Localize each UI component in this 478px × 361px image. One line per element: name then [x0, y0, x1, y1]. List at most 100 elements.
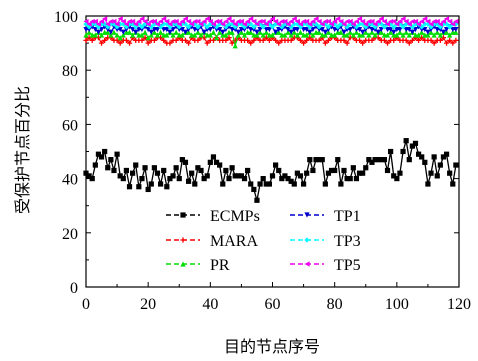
data-point-ecmps — [282, 173, 288, 179]
data-point-tp5 — [297, 21, 304, 27]
data-point-ecmps — [406, 157, 412, 163]
data-point-pr — [130, 32, 136, 38]
data-point-pr — [257, 29, 263, 35]
data-point-tp1 — [241, 26, 248, 33]
data-point-ecmps — [195, 165, 201, 171]
axis-ticks: 0 20 40 60 80 100 120 0 20 40 60 80 100 — [54, 9, 471, 313]
data-point-tp5 — [151, 18, 157, 25]
legend-item-tp3: TP3 — [290, 233, 361, 250]
data-point-pr — [98, 32, 105, 38]
data-point-tp1 — [363, 26, 369, 33]
data-point-tp5 — [123, 21, 130, 27]
data-point-tp3 — [437, 24, 443, 30]
data-point-tp5 — [257, 18, 263, 25]
data-point-ecmps — [120, 176, 126, 182]
data-point-pr — [210, 29, 217, 35]
data-point-mara — [304, 37, 310, 43]
data-point-pr — [142, 29, 148, 35]
y-tick-label: 80 — [62, 63, 78, 80]
data-point-ecmps — [319, 157, 325, 163]
data-point-ecmps — [123, 167, 130, 174]
data-point-pr — [294, 32, 300, 38]
data-point-ecmps — [419, 154, 425, 160]
data-point-tp1 — [307, 29, 313, 35]
data-point-tp5 — [86, 21, 92, 27]
data-point-pr — [276, 29, 282, 35]
data-point-mara — [161, 37, 167, 43]
data-point-pr — [378, 29, 384, 35]
data-point-pr — [443, 29, 450, 35]
data-point-tp5 — [108, 18, 114, 25]
data-point-mara — [226, 35, 232, 41]
data-point-ecmps — [335, 157, 341, 163]
data-point-tp3 — [260, 24, 266, 30]
data-point-ecmps — [310, 167, 316, 174]
data-point-tp5 — [447, 18, 453, 25]
data-point-pr — [347, 29, 353, 35]
data-point-pr — [332, 32, 338, 38]
data-point-tp5 — [114, 21, 120, 27]
data-point-tp5 — [117, 16, 123, 22]
data-point-tp5 — [425, 18, 431, 25]
data-point-ecmps — [273, 162, 279, 168]
data-point-tp1 — [105, 26, 111, 33]
data-point-ecmps — [173, 165, 179, 171]
data-point-tp5 — [154, 21, 161, 27]
data-point-ecmps — [151, 165, 157, 171]
data-point-tp5 — [207, 18, 213, 25]
data-point-tp5 — [95, 21, 102, 27]
data-point-pr — [453, 29, 459, 35]
data-point-tp5 — [241, 21, 248, 27]
data-point-tp5 — [126, 18, 133, 25]
data-point-tp5 — [130, 18, 136, 25]
legend-item-tp5: TP5 — [290, 257, 361, 274]
data-point-tp5 — [422, 16, 428, 22]
data-point-pr — [403, 29, 409, 35]
data-point-tp3 — [344, 24, 350, 30]
data-point-tp3 — [279, 24, 285, 30]
data-point-tp1 — [406, 26, 412, 33]
data-point-tp5 — [419, 18, 425, 25]
legend-label: TP3 — [334, 233, 361, 250]
data-point-ecmps — [400, 148, 406, 155]
data-point-ecmps — [198, 167, 204, 174]
legend-marker — [180, 212, 186, 218]
data-point-tp1 — [304, 26, 310, 33]
y-tick-label: 100 — [54, 9, 78, 26]
data-point-mara — [142, 35, 148, 41]
data-point-tp1 — [310, 26, 316, 33]
data-point-pr — [126, 29, 133, 35]
data-point-mara — [263, 35, 269, 41]
data-point-mara — [437, 37, 443, 43]
data-point-ecmps — [126, 184, 133, 190]
data-point-ecmps — [356, 170, 363, 176]
data-point-ecmps — [366, 157, 372, 163]
data-point-ecmps — [297, 173, 304, 179]
data-point-pr — [260, 32, 266, 38]
data-point-tp5 — [372, 21, 378, 27]
legend-marker — [304, 237, 310, 243]
data-point-mara — [344, 40, 350, 46]
data-point-tp3 — [269, 24, 276, 30]
data-point-pr — [117, 35, 123, 41]
data-point-tp5 — [195, 18, 201, 25]
data-point-tp5 — [260, 18, 266, 25]
data-point-tp5 — [136, 18, 142, 25]
data-point-tp5 — [335, 16, 341, 22]
data-point-ecmps — [316, 157, 322, 163]
data-point-tp5 — [431, 18, 437, 25]
data-point-tp1 — [120, 29, 126, 35]
data-point-ecmps — [276, 167, 282, 174]
data-point-pr — [148, 32, 154, 38]
data-point-tp1 — [170, 26, 176, 33]
data-point-ecmps — [422, 159, 428, 165]
data-point-ecmps — [263, 181, 269, 187]
data-point-mara — [167, 40, 173, 46]
data-point-tp5 — [415, 21, 422, 27]
data-point-ecmps — [443, 151, 450, 157]
data-point-ecmps — [381, 157, 387, 163]
data-point-pr — [388, 29, 394, 35]
data-point-tp1 — [425, 29, 431, 35]
data-point-pr — [105, 29, 111, 35]
data-point-mara — [86, 35, 92, 41]
